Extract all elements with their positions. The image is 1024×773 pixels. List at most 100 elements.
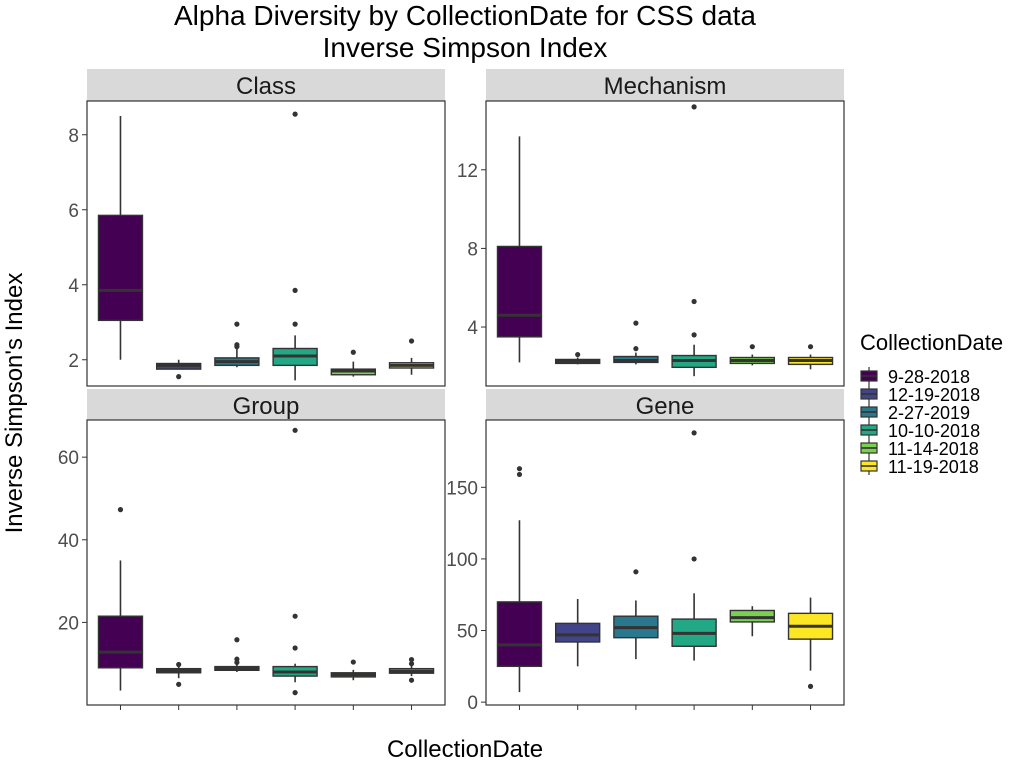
chart-title: Alpha Diversity by CollectionDate for CS… <box>174 0 756 31</box>
box-body <box>496 601 543 668</box>
box-11-14-2018 <box>330 659 377 681</box>
y-tick-label: 20 <box>58 613 79 634</box>
box-10-10-2018 <box>671 430 717 661</box>
facet-panels: Class 2 4 6 8 Mechanism 4 8 12 Group 20 40 60 Gene 0 50… <box>58 69 845 714</box>
box-outlier <box>292 427 298 433</box>
legend-label: 12-19-2018 <box>888 385 980 405</box>
box-10-10-2018 <box>272 427 318 696</box>
box-outlier <box>176 374 182 380</box>
box-outlier <box>691 430 697 436</box>
facet-strip <box>87 389 445 420</box>
chart-subtitle: Inverse Simpson Index <box>323 32 608 63</box>
y-tick-label: 8 <box>467 239 478 260</box>
y-tick-label: 40 <box>58 531 79 552</box>
box-outlier <box>691 298 697 305</box>
box-outlier <box>350 659 356 665</box>
box-12-19-2018 <box>554 599 601 667</box>
y-tick-label: 8 <box>68 126 79 147</box>
box-outlier <box>234 637 240 643</box>
box-outlier <box>234 321 240 327</box>
y-tick-label: 12 <box>457 161 478 182</box>
box-outlier <box>516 471 523 478</box>
legend-item: 12-19-2018 <box>860 385 980 405</box>
box-outlier <box>691 332 697 338</box>
box-outlier <box>749 344 755 350</box>
box-outlier <box>807 344 814 350</box>
box-outlier <box>807 683 814 689</box>
facet-panel-gene: Gene 0 50 100 150 <box>446 389 845 714</box>
box-11-14-2018 <box>729 606 776 637</box>
box-11-19-2018 <box>388 338 435 375</box>
box-10-10-2018 <box>671 104 717 377</box>
box-body <box>554 622 601 643</box>
panel-border <box>86 419 446 706</box>
box-9-28-2018 <box>97 507 144 691</box>
legend-label: 2-27-2019 <box>888 403 970 423</box>
y-tick-label: 4 <box>467 318 478 339</box>
panel-border <box>485 100 845 387</box>
box-outlier <box>292 287 298 293</box>
box-outlier <box>176 661 182 668</box>
legend-item: 11-14-2018 <box>860 439 979 459</box>
box-outlier <box>292 321 298 327</box>
box-outlier <box>408 338 415 344</box>
box-2-27-2019 <box>214 321 260 368</box>
facet-strip-label: Group <box>233 393 300 420</box>
box-10-10-2018 <box>272 111 318 381</box>
box-outlier <box>408 661 415 667</box>
y-tick-label: 50 <box>457 622 478 643</box>
facet-strip <box>87 69 445 101</box>
legend-label: 10-10-2018 <box>888 421 980 441</box>
box-12-19-2018 <box>155 359 202 380</box>
y-tick-label: 4 <box>68 276 79 297</box>
y-tick-label: 0 <box>467 693 478 714</box>
box-2-27-2019 <box>214 637 260 672</box>
box-outlier <box>516 466 523 472</box>
box-outlier <box>234 342 240 348</box>
box-outlier <box>176 681 182 687</box>
box-outlier <box>234 656 240 662</box>
facet-panel-class: Class 2 4 6 8 <box>68 69 446 387</box>
y-axis-label: Inverse Simpson's Index <box>1 273 28 534</box>
box-body <box>97 615 144 669</box>
box-body <box>97 214 144 322</box>
y-tick-label: 150 <box>446 478 478 499</box>
box-11-14-2018 <box>729 344 776 366</box>
legend-item: 10-10-2018 <box>860 421 980 441</box>
legend-item: 11-19-2018 <box>860 457 979 477</box>
box-2-27-2019 <box>613 569 659 660</box>
y-tick-label: 100 <box>446 550 478 571</box>
box-outlier <box>633 320 639 326</box>
box-outlier <box>292 645 298 651</box>
box-outlier <box>408 656 415 663</box>
box-outlier <box>292 613 298 619</box>
legend-item: 9-28-2018 <box>860 367 970 387</box>
legend-item: 2-27-2019 <box>860 403 970 423</box>
box-outlier <box>691 556 697 562</box>
box-11-19-2018 <box>787 344 834 370</box>
box-12-19-2018 <box>155 661 202 687</box>
box-outlier <box>292 111 298 117</box>
box-outlier <box>350 349 356 355</box>
legend-title: CollectionDate <box>860 330 1003 355</box>
facet-strip-label: Mechanism <box>604 73 727 100</box>
legend-label: 11-19-2018 <box>888 457 979 477</box>
y-tick-label: 60 <box>58 448 79 469</box>
box-9-28-2018 <box>97 116 144 360</box>
facet-strip <box>486 69 844 101</box>
box-9-28-2018 <box>496 466 543 693</box>
facet-strip <box>486 389 844 420</box>
box-outlier <box>633 346 639 352</box>
panel-border <box>485 419 845 706</box>
legend-label: 9-28-2018 <box>888 367 970 387</box>
box-11-14-2018 <box>330 349 377 377</box>
y-tick-label: 2 <box>68 351 79 372</box>
box-outlier <box>117 507 124 513</box>
box-outlier <box>408 677 415 683</box>
box-9-28-2018 <box>496 136 543 363</box>
box-12-19-2018 <box>554 351 601 365</box>
box-11-19-2018 <box>388 656 435 683</box>
box-outlier <box>691 104 697 110</box>
